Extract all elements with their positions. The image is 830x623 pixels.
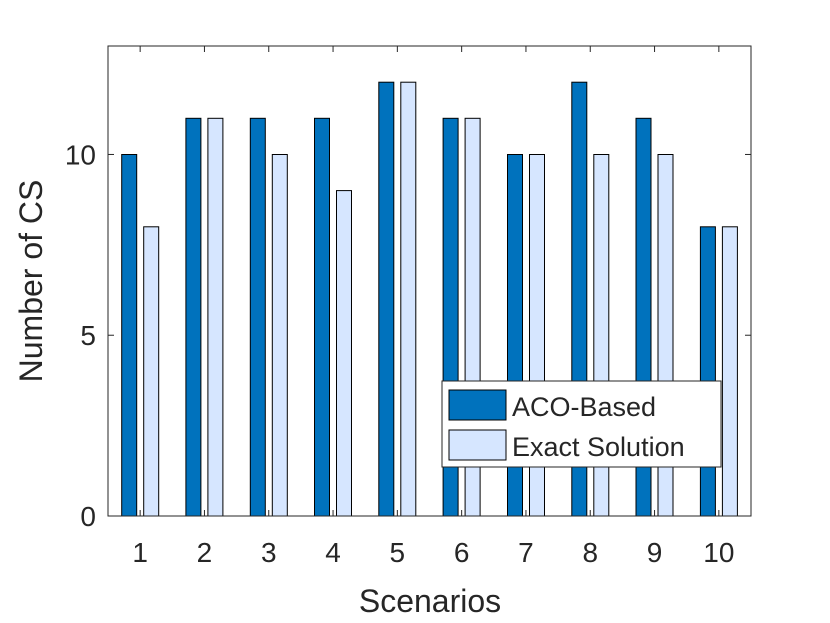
legend-label-aco-based: ACO-Based xyxy=(512,392,656,422)
x-tick-label: 7 xyxy=(518,537,534,568)
bar-exact-solution-10 xyxy=(721,226,738,517)
bars-group xyxy=(121,81,738,517)
x-tick-label: 2 xyxy=(197,537,213,568)
bar-aco-based-5 xyxy=(378,81,395,517)
y-axis-label: Number of CS xyxy=(13,180,49,383)
bar-aco-based-1 xyxy=(121,154,138,517)
bar-aco-based-4 xyxy=(314,117,330,517)
bar-aco-based-10 xyxy=(699,226,716,517)
x-tick-label: 8 xyxy=(582,537,598,568)
x-tick-label: 1 xyxy=(132,537,148,568)
x-tick-label: 9 xyxy=(647,537,663,568)
legend-swatch-aco-based xyxy=(448,389,507,421)
legend-label-exact-solution: Exact Solution xyxy=(512,432,685,462)
y-tick-label: 10 xyxy=(65,139,96,170)
bar-exact-solution-2 xyxy=(207,117,224,517)
bar-exact-solution-1 xyxy=(143,226,160,517)
axes-box xyxy=(107,45,752,517)
bar-aco-based-3 xyxy=(249,117,266,517)
bar-aco-based-2 xyxy=(185,117,202,517)
x-tick-label: 3 xyxy=(261,537,277,568)
bar-exact-solution-3 xyxy=(271,154,288,517)
axes-group: 1 2 3 4 5 6 7 8 9 10 0 5 10 xyxy=(65,45,752,568)
x-tick-label: 5 xyxy=(390,537,406,568)
legend-swatch-exact-solution xyxy=(448,429,507,461)
y-tick-label: 0 xyxy=(80,501,96,532)
x-axis-label: Scenarios xyxy=(359,583,501,619)
x-tick-label: 10 xyxy=(703,537,734,568)
x-tick-label: 4 xyxy=(325,537,341,568)
legend: ACO-Based Exact Solution xyxy=(441,380,722,468)
bar-exact-solution-4 xyxy=(336,190,352,517)
x-tick-label: 6 xyxy=(454,537,470,568)
bar-exact-solution-5 xyxy=(400,81,417,517)
y-tick-label: 5 xyxy=(80,320,96,351)
